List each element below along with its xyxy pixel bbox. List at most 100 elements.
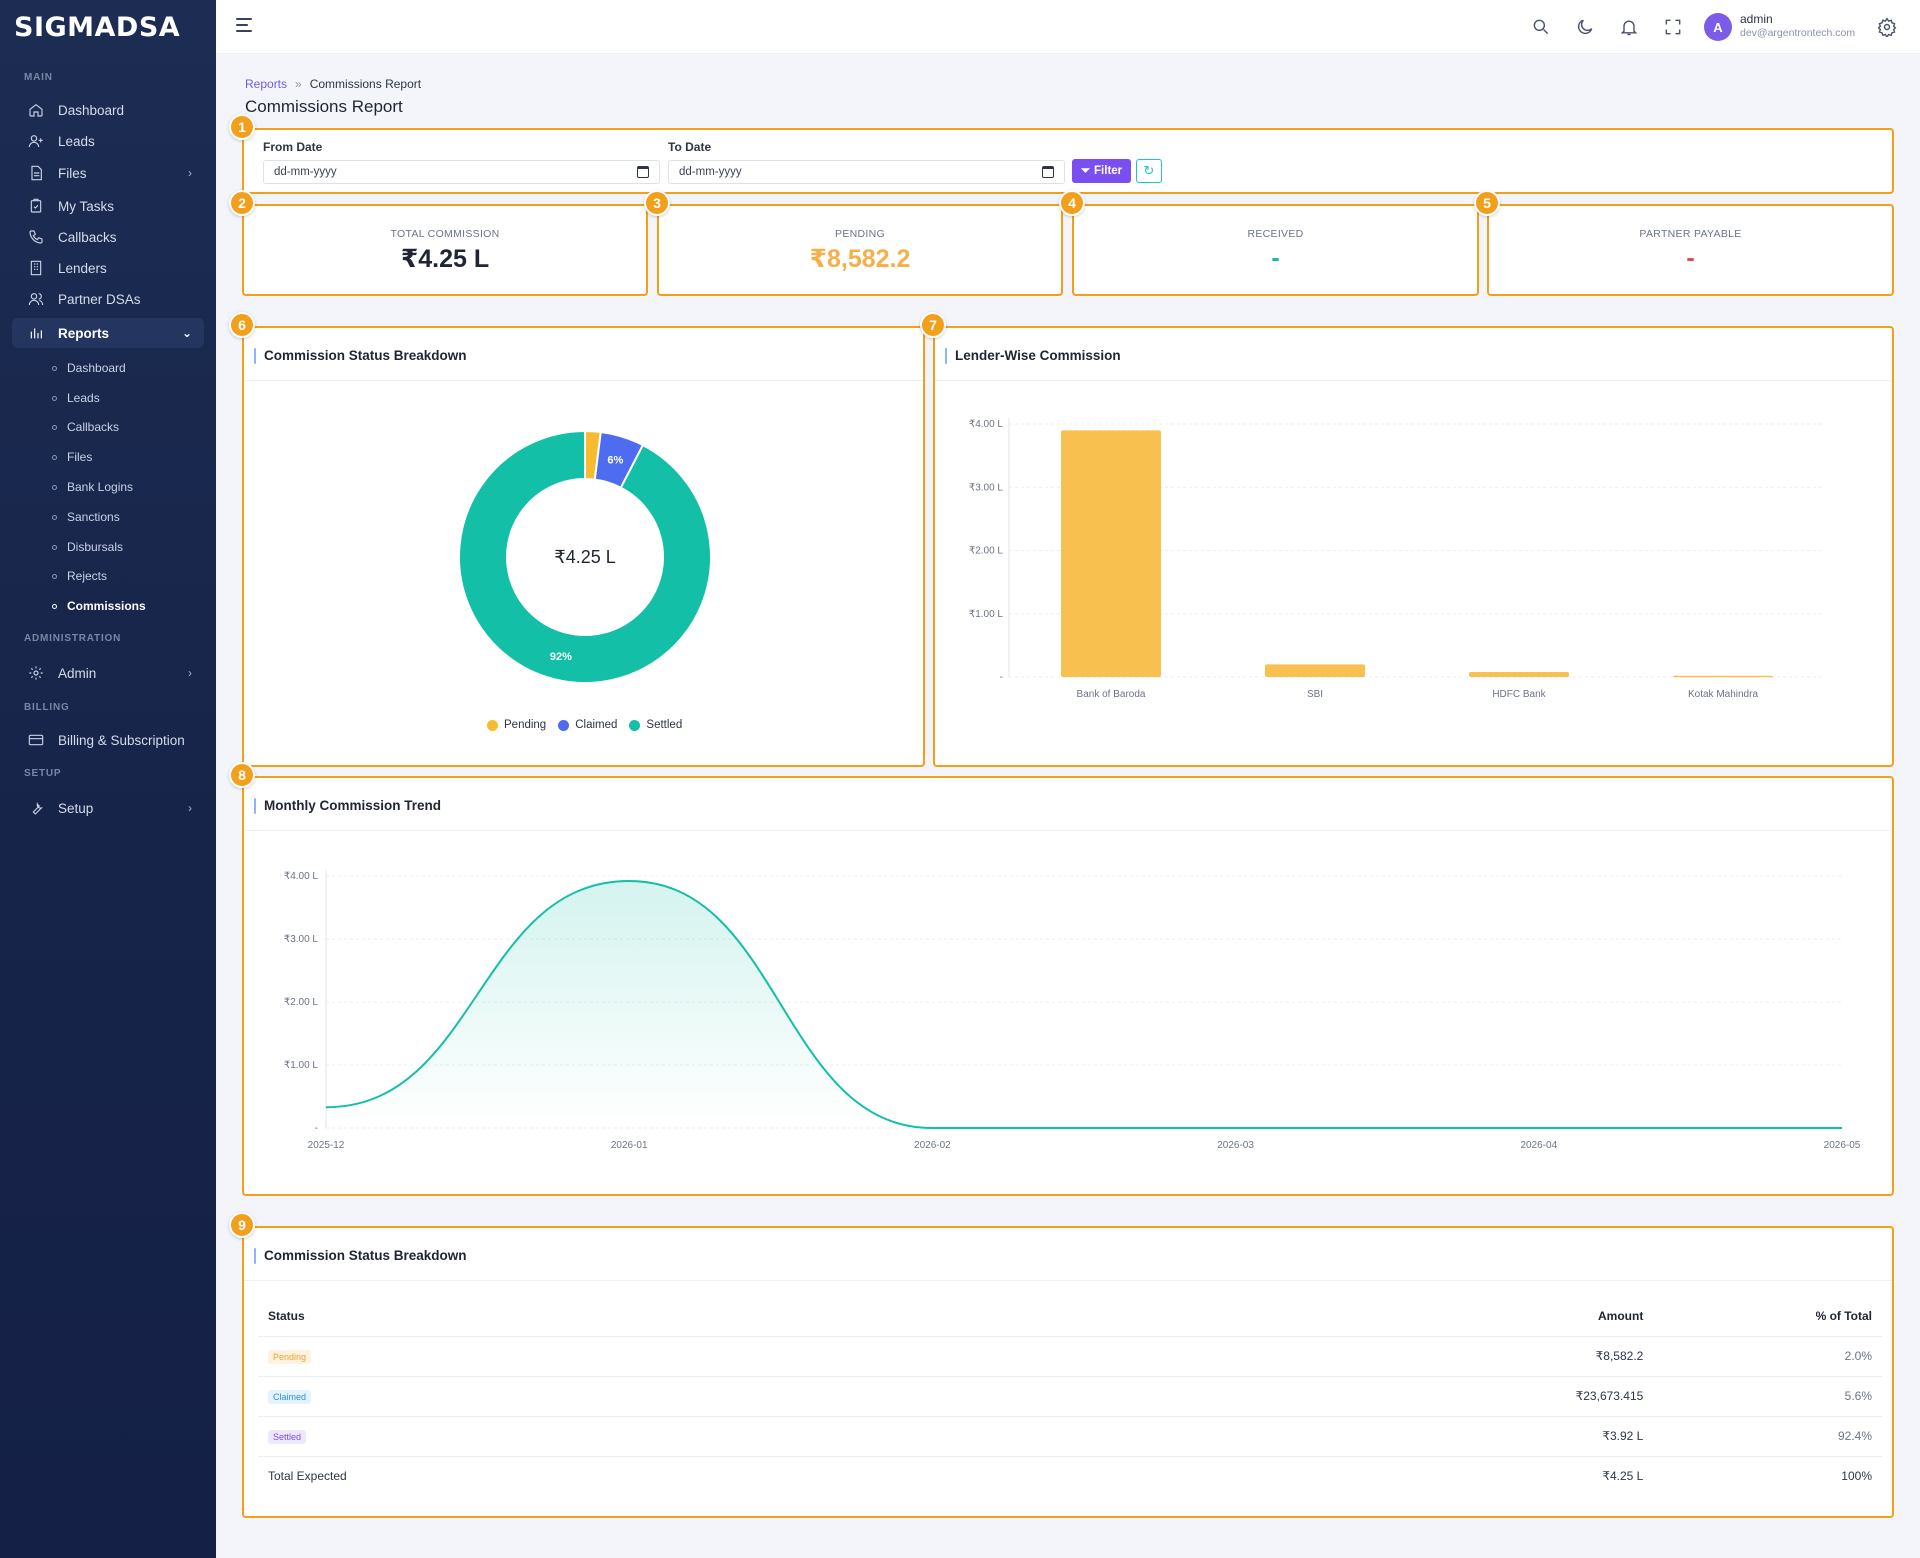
amount-cell: ₹3.92 L [553,1416,1654,1457]
bar-hdfc-bank [1469,671,1569,677]
user-email: dev@argentrontech.com [1740,27,1856,39]
submenu-reports-commissions[interactable]: Commissions [52,595,146,617]
table-row: Claimed ₹23,673.415 5.6% [258,1376,1882,1417]
status-breakdown-chart-card: Commission Status Breakdown 6% 92% ₹4.25 L… [242,326,925,767]
sidebar-item-admin[interactable]: Admin › [12,658,204,688]
reset-button[interactable]: ↻ [1136,159,1162,183]
sidebar-item-label: Files [58,165,87,181]
calendar-icon[interactable] [637,166,649,178]
sidebar-item-files[interactable]: Files › [12,158,204,188]
column-header-pct[interactable]: % of Total [1653,1296,1882,1337]
submenu-reports-dashboard[interactable]: Dashboard [52,357,126,379]
submenu-reports-rejects[interactable]: Rejects [52,565,107,587]
calendar-icon[interactable] [1042,166,1054,178]
bullet-icon [52,544,57,550]
filter-button[interactable]: ⏷ Filter [1072,159,1131,183]
donut-center-value: ₹4.25 L [554,547,616,567]
sidebar-item-billing[interactable]: Billing & Subscription [12,725,204,755]
submenu-reports-callbacks[interactable]: Callbacks [52,416,119,438]
x-tick-label: HDFC Bank [1492,689,1546,700]
y-tick-label: ₹2.00 L [969,546,1004,557]
sidebar-item-callbacks[interactable]: Callbacks [12,222,204,252]
pct-cell: 5.6% [1653,1376,1882,1417]
x-tick-label: Bank of Baroda [1077,689,1146,700]
brand-logo[interactable]: SIGMADSA [14,11,181,43]
settings-gear-icon[interactable] [1877,17,1897,39]
sidebar-item-label: My Tasks [58,198,115,214]
submenu-reports-bank-logins[interactable]: Bank Logins [52,476,133,498]
sidebar-item-my-tasks[interactable]: My Tasks [12,191,204,221]
section-setup: SETUP [24,768,62,779]
card-title: Lender-Wise Commission [945,348,1121,364]
stat-label: TOTAL COMMISSION [390,228,500,240]
menu-toggle-icon[interactable] [236,18,252,32]
breadcrumb: Reports » Commissions Report [245,77,421,91]
x-tick-label: 2026-03 [1217,1140,1254,1151]
sidebar-item-label: Setup [58,800,94,816]
slice-label: 92% [550,651,572,663]
highlight-badge-9: 9 [229,1212,255,1238]
building-icon [28,260,44,276]
fullscreen-icon[interactable] [1663,17,1683,37]
y-tick-label: ₹2.00 L [284,997,319,1008]
sidebar-item-reports[interactable]: Reports ⌄ [12,318,204,348]
sidebar-item-dashboard[interactable]: Dashboard [12,95,204,125]
to-date-input[interactable]: dd-mm-yyyy [668,160,1065,184]
page-title: Commissions Report [245,97,403,116]
sidebar-item-leads[interactable]: Leads [12,126,204,156]
donut-slice-settled [458,429,712,684]
search-icon[interactable] [1531,17,1551,37]
y-tick-label: ₹1.00 L [969,609,1004,620]
section-administration: ADMINISTRATION [24,633,122,644]
bullet-icon [52,365,57,371]
table-total-row: Total Expected ₹4.25 L 100% [258,1456,1882,1496]
x-tick-label: 2025-12 [308,1140,345,1151]
highlight-badge-3: 3 [644,190,670,216]
avatar[interactable]: A [1704,13,1732,41]
submenu-label: Sanctions [67,510,120,524]
filter-panel: From Date dd-mm-yyyy To Date dd-mm-yyyy [242,128,1894,194]
legend-item-claimed[interactable]: Claimed [558,719,617,731]
breadcrumb-reports-link[interactable]: Reports [245,77,288,91]
status-breakdown-table-card: Commission Status Breakdown Status Amoun… [242,1226,1894,1518]
moon-icon[interactable] [1575,17,1595,37]
section-billing: BILLING [24,702,70,713]
bar-sbi [1265,664,1365,677]
submenu-reports-leads[interactable]: Leads [52,387,100,409]
topbar: A admin dev@argentrontech.com [216,0,1920,54]
column-header-status[interactable]: Status [258,1296,554,1337]
card-title: Commission Status Breakdown [254,348,467,364]
from-date-input[interactable]: dd-mm-yyyy [263,160,660,184]
legend-item-pending[interactable]: Pending [487,719,546,731]
sidebar-item-partner-dsas[interactable]: Partner DSAs [12,284,204,314]
legend-swatch [629,719,641,731]
sidebar-item-label: Partner DSAs [58,291,141,307]
column-header-amount[interactable]: Amount [553,1296,1654,1337]
user-name[interactable]: admin [1740,12,1773,26]
submenu-reports-files[interactable]: Files [52,446,92,468]
stat-label: RECEIVED [1247,228,1304,240]
highlight-badge-1: 1 [229,114,255,140]
submenu-reports-disbursals[interactable]: Disbursals [52,536,123,558]
y-tick-label: ₹4.00 L [969,419,1004,430]
legend-item-settled[interactable]: Settled [629,719,682,731]
bar-bank-of-baroda [1061,430,1161,677]
x-tick-label: SBI [1307,689,1323,700]
sidebar-item-setup[interactable]: Setup › [12,793,204,823]
sidebar-item-label: Dashboard [58,102,125,118]
table-row: Settled ₹3.92 L 92.4% [258,1416,1882,1457]
table-header-row: Status Amount % of Total [258,1296,1882,1337]
trend-line [325,880,1842,1129]
stat-value: - [1686,244,1695,272]
wrench-icon [28,800,44,816]
credit-card-icon [28,732,44,748]
x-tick-label: 2026-04 [1520,1140,1557,1151]
bar-kotak-mahindra [1673,675,1773,678]
sidebar-item-label: Lenders [58,260,107,276]
bullet-icon [52,424,57,430]
pct-cell: 92.4% [1653,1416,1882,1457]
submenu-reports-sanctions[interactable]: Sanctions [52,506,120,528]
bell-icon[interactable] [1619,17,1639,37]
y-tick-label: - [1000,672,1003,683]
sidebar-item-lenders[interactable]: Lenders [12,253,204,283]
